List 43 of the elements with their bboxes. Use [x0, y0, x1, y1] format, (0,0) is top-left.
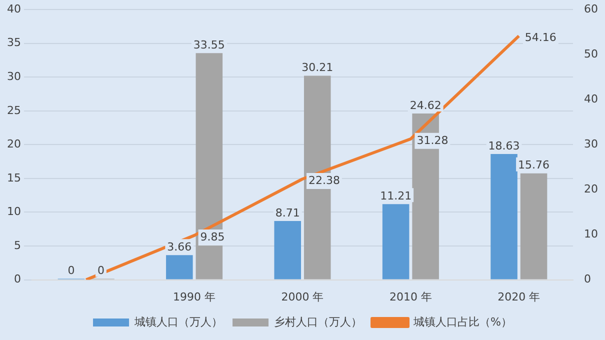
- x-tick-label: 2000 年: [281, 290, 324, 304]
- y-tick-label: 5: [14, 238, 21, 252]
- legend-label: 乡村人口（万人）: [274, 315, 362, 328]
- data-label: 22.38: [308, 174, 340, 187]
- y-tick-label: 35: [6, 36, 21, 50]
- y2-tick-label: 40: [584, 92, 598, 106]
- y-tick-label: 15: [6, 171, 21, 184]
- y-tick-label: 20: [6, 138, 21, 151]
- y-tick-label: 25: [6, 104, 21, 117]
- data-label: 18.63: [488, 139, 520, 152]
- data-label: 15.76: [518, 158, 550, 172]
- y2-tick-label: 20: [584, 182, 598, 196]
- data-label: 31.28: [416, 134, 448, 147]
- y2-tick-label: 60: [584, 2, 598, 16]
- y2-tick-label: 50: [584, 47, 598, 60]
- data-label: 8.71: [275, 206, 300, 220]
- data-label: 11.21: [380, 189, 412, 202]
- y-tick-label: 0: [14, 272, 21, 286]
- x-tick-label: 1990 年: [173, 290, 216, 304]
- y2-tick-label: 0: [584, 272, 592, 286]
- data-label: 54.16: [524, 30, 556, 44]
- y-tick-label: 40: [6, 2, 21, 16]
- legend-label: 城镇人口（万人）: [134, 315, 223, 328]
- data-label: 30.21: [302, 61, 334, 74]
- y-tick-label: 30: [6, 70, 21, 84]
- data-label: 0: [68, 264, 75, 278]
- y2-tick-label: 30: [584, 138, 598, 151]
- bar: [520, 173, 548, 280]
- bar: [166, 255, 193, 280]
- bar: [382, 204, 410, 280]
- bar: [490, 154, 518, 280]
- data-label: 33.55: [193, 38, 225, 52]
- x-tick-label: 2010 年: [389, 290, 432, 304]
- data-label: 0: [97, 264, 104, 278]
- bar: [196, 53, 223, 280]
- data-label: 24.62: [410, 98, 442, 112]
- y-tick-label: 10: [6, 205, 21, 218]
- bar: [274, 220, 302, 280]
- x-tick-label: 2020 年: [498, 290, 540, 304]
- data-label: 3.66: [167, 240, 192, 254]
- data-label: 9.85: [200, 230, 225, 244]
- y2-tick-label: 10: [584, 228, 598, 241]
- legend-label: 城镇人口占比（%）: [412, 315, 512, 328]
